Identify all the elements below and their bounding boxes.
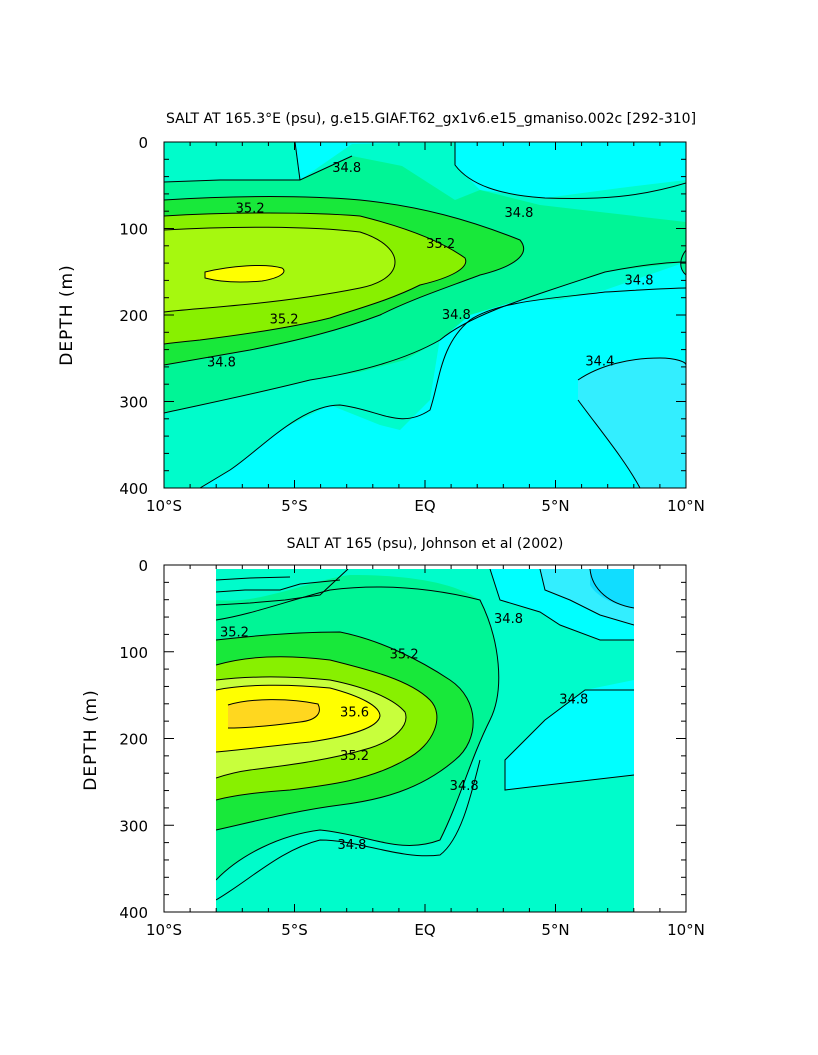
bottom-contour-line — [216, 759, 481, 901]
top-contour-label: 34.4 — [585, 355, 614, 370]
top-contour-label: 35.2 — [426, 237, 455, 252]
bottom-contour-line — [216, 631, 474, 831]
bottom-y-tick-label: 0 — [138, 557, 148, 575]
top-contour-line — [164, 196, 525, 366]
bottom-contour-fill — [216, 569, 634, 912]
top-x-tick-label: 5°S — [281, 497, 308, 515]
bottom-contour-lines — [216, 569, 634, 901]
bottom-x-tick-label: 10°S — [146, 921, 182, 939]
top-contour-fill — [164, 142, 686, 488]
top-contour-line — [164, 226, 396, 313]
bottom-contour-label: 35.2 — [390, 647, 419, 662]
top-contour-label: 34.8 — [332, 161, 361, 176]
top-contour-line — [454, 142, 686, 200]
top-contour-line — [164, 155, 353, 183]
bottom-panel: SALT AT 165 (psu), Johnson et al (2002) — [81, 536, 705, 939]
bottom-fill-band-low-corner — [590, 569, 634, 608]
top-contour-label: 34.8 — [207, 356, 236, 371]
bottom-contour-line — [216, 684, 381, 753]
bottom-y-tick-label: 100 — [119, 644, 148, 662]
bottom-contour-line — [216, 569, 349, 606]
top-x-tick-label: 5°N — [541, 497, 569, 515]
bottom-y-axis-label: DEPTH (m) — [81, 689, 101, 790]
top-y-tick-label: 400 — [119, 480, 148, 498]
top-contour-label: 35.2 — [236, 202, 265, 217]
top-contour-line — [294, 142, 301, 181]
bottom-panel-title: SALT AT 165 (psu), Johnson et al (2002) — [287, 536, 564, 552]
top-contour-line — [199, 287, 686, 488]
top-contour-label: 34.8 — [504, 206, 533, 221]
top-contour-line — [164, 261, 686, 414]
top-y-axis-label: DEPTH (m) — [57, 264, 77, 365]
top-contour-line — [164, 212, 467, 345]
bottom-axes: 10°S 5°S EQ 5°N 10°N 0 100 200 300 400 — [119, 557, 705, 939]
bottom-contour-label: 34.8 — [559, 692, 588, 707]
top-axes: 10°S 5°S EQ 5°N 10°N 0 100 200 300 400 — [119, 134, 705, 515]
bottom-contour-line — [489, 569, 634, 641]
top-contour-line — [577, 399, 641, 488]
top-y-tick-label: 200 — [119, 307, 148, 325]
top-contour-labels: 34.8 34.8 35.2 35.2 34.8 35.2 34.8 34.8 34.4 — [207, 161, 654, 371]
bottom-contour-line — [216, 656, 438, 801]
bottom-contour-line — [216, 676, 407, 779]
bottom-contour-labels: 35.2 34.8 35.2 34.8 35.6 35.2 34.8 34.8 — [220, 612, 588, 853]
top-y-tick-label: 0 — [138, 134, 148, 152]
bottom-contour-line — [539, 569, 634, 626]
top-contour-line — [680, 249, 686, 276]
bottom-contour-label: 34.8 — [494, 612, 523, 627]
bottom-contour-line — [589, 569, 634, 609]
top-contour-label: 35.2 — [270, 312, 299, 327]
bottom-contour-line — [216, 586, 500, 881]
top-contour-lines — [164, 142, 686, 488]
top-x-tick-label: 10°N — [667, 497, 705, 515]
bottom-fill-band-34.4 — [505, 690, 634, 790]
top-fill-band-34.4 — [578, 358, 686, 488]
bottom-fill-band-36.0 — [228, 699, 320, 728]
bottom-contour-line — [216, 579, 341, 593]
top-contour-label: 34.8 — [625, 273, 654, 288]
top-y-tick-label: 100 — [119, 221, 148, 239]
bottom-contour-line — [216, 576, 291, 581]
bottom-contour-label: 34.8 — [337, 838, 366, 853]
top-fill-band-35.8 — [205, 265, 284, 282]
top-contour-label: 34.8 — [442, 308, 471, 323]
bottom-contour-line — [227, 699, 320, 729]
top-x-tick-label: EQ — [414, 497, 435, 515]
bottom-contour-label: 34.8 — [450, 779, 479, 794]
top-contour-line — [204, 264, 285, 283]
top-panel-title: SALT AT 165.3°E (psu), g.e15.GIAF.T62_gx… — [166, 111, 696, 127]
bottom-x-tick-label: 5°S — [281, 921, 308, 939]
bottom-x-tick-label: 5°N — [541, 921, 569, 939]
bottom-contour-label: 35.2 — [220, 626, 249, 641]
top-contour-line — [577, 357, 686, 381]
top-x-tick-label: 10°S — [146, 497, 182, 515]
top-y-tick-label: 300 — [119, 394, 148, 412]
bottom-contour-line — [504, 689, 634, 791]
bottom-contour-label: 35.6 — [340, 705, 369, 720]
bottom-y-tick-label: 300 — [119, 817, 148, 835]
bottom-contour-label: 35.2 — [340, 749, 369, 764]
bottom-x-tick-label: 10°N — [667, 921, 705, 939]
bottom-y-tick-label: 400 — [119, 904, 148, 922]
bottom-y-tick-label: 200 — [119, 731, 148, 749]
top-panel: SALT AT 165.3°E (psu), g.e15.GIAF.T62_gx… — [57, 111, 705, 515]
bottom-x-tick-label: EQ — [414, 921, 435, 939]
